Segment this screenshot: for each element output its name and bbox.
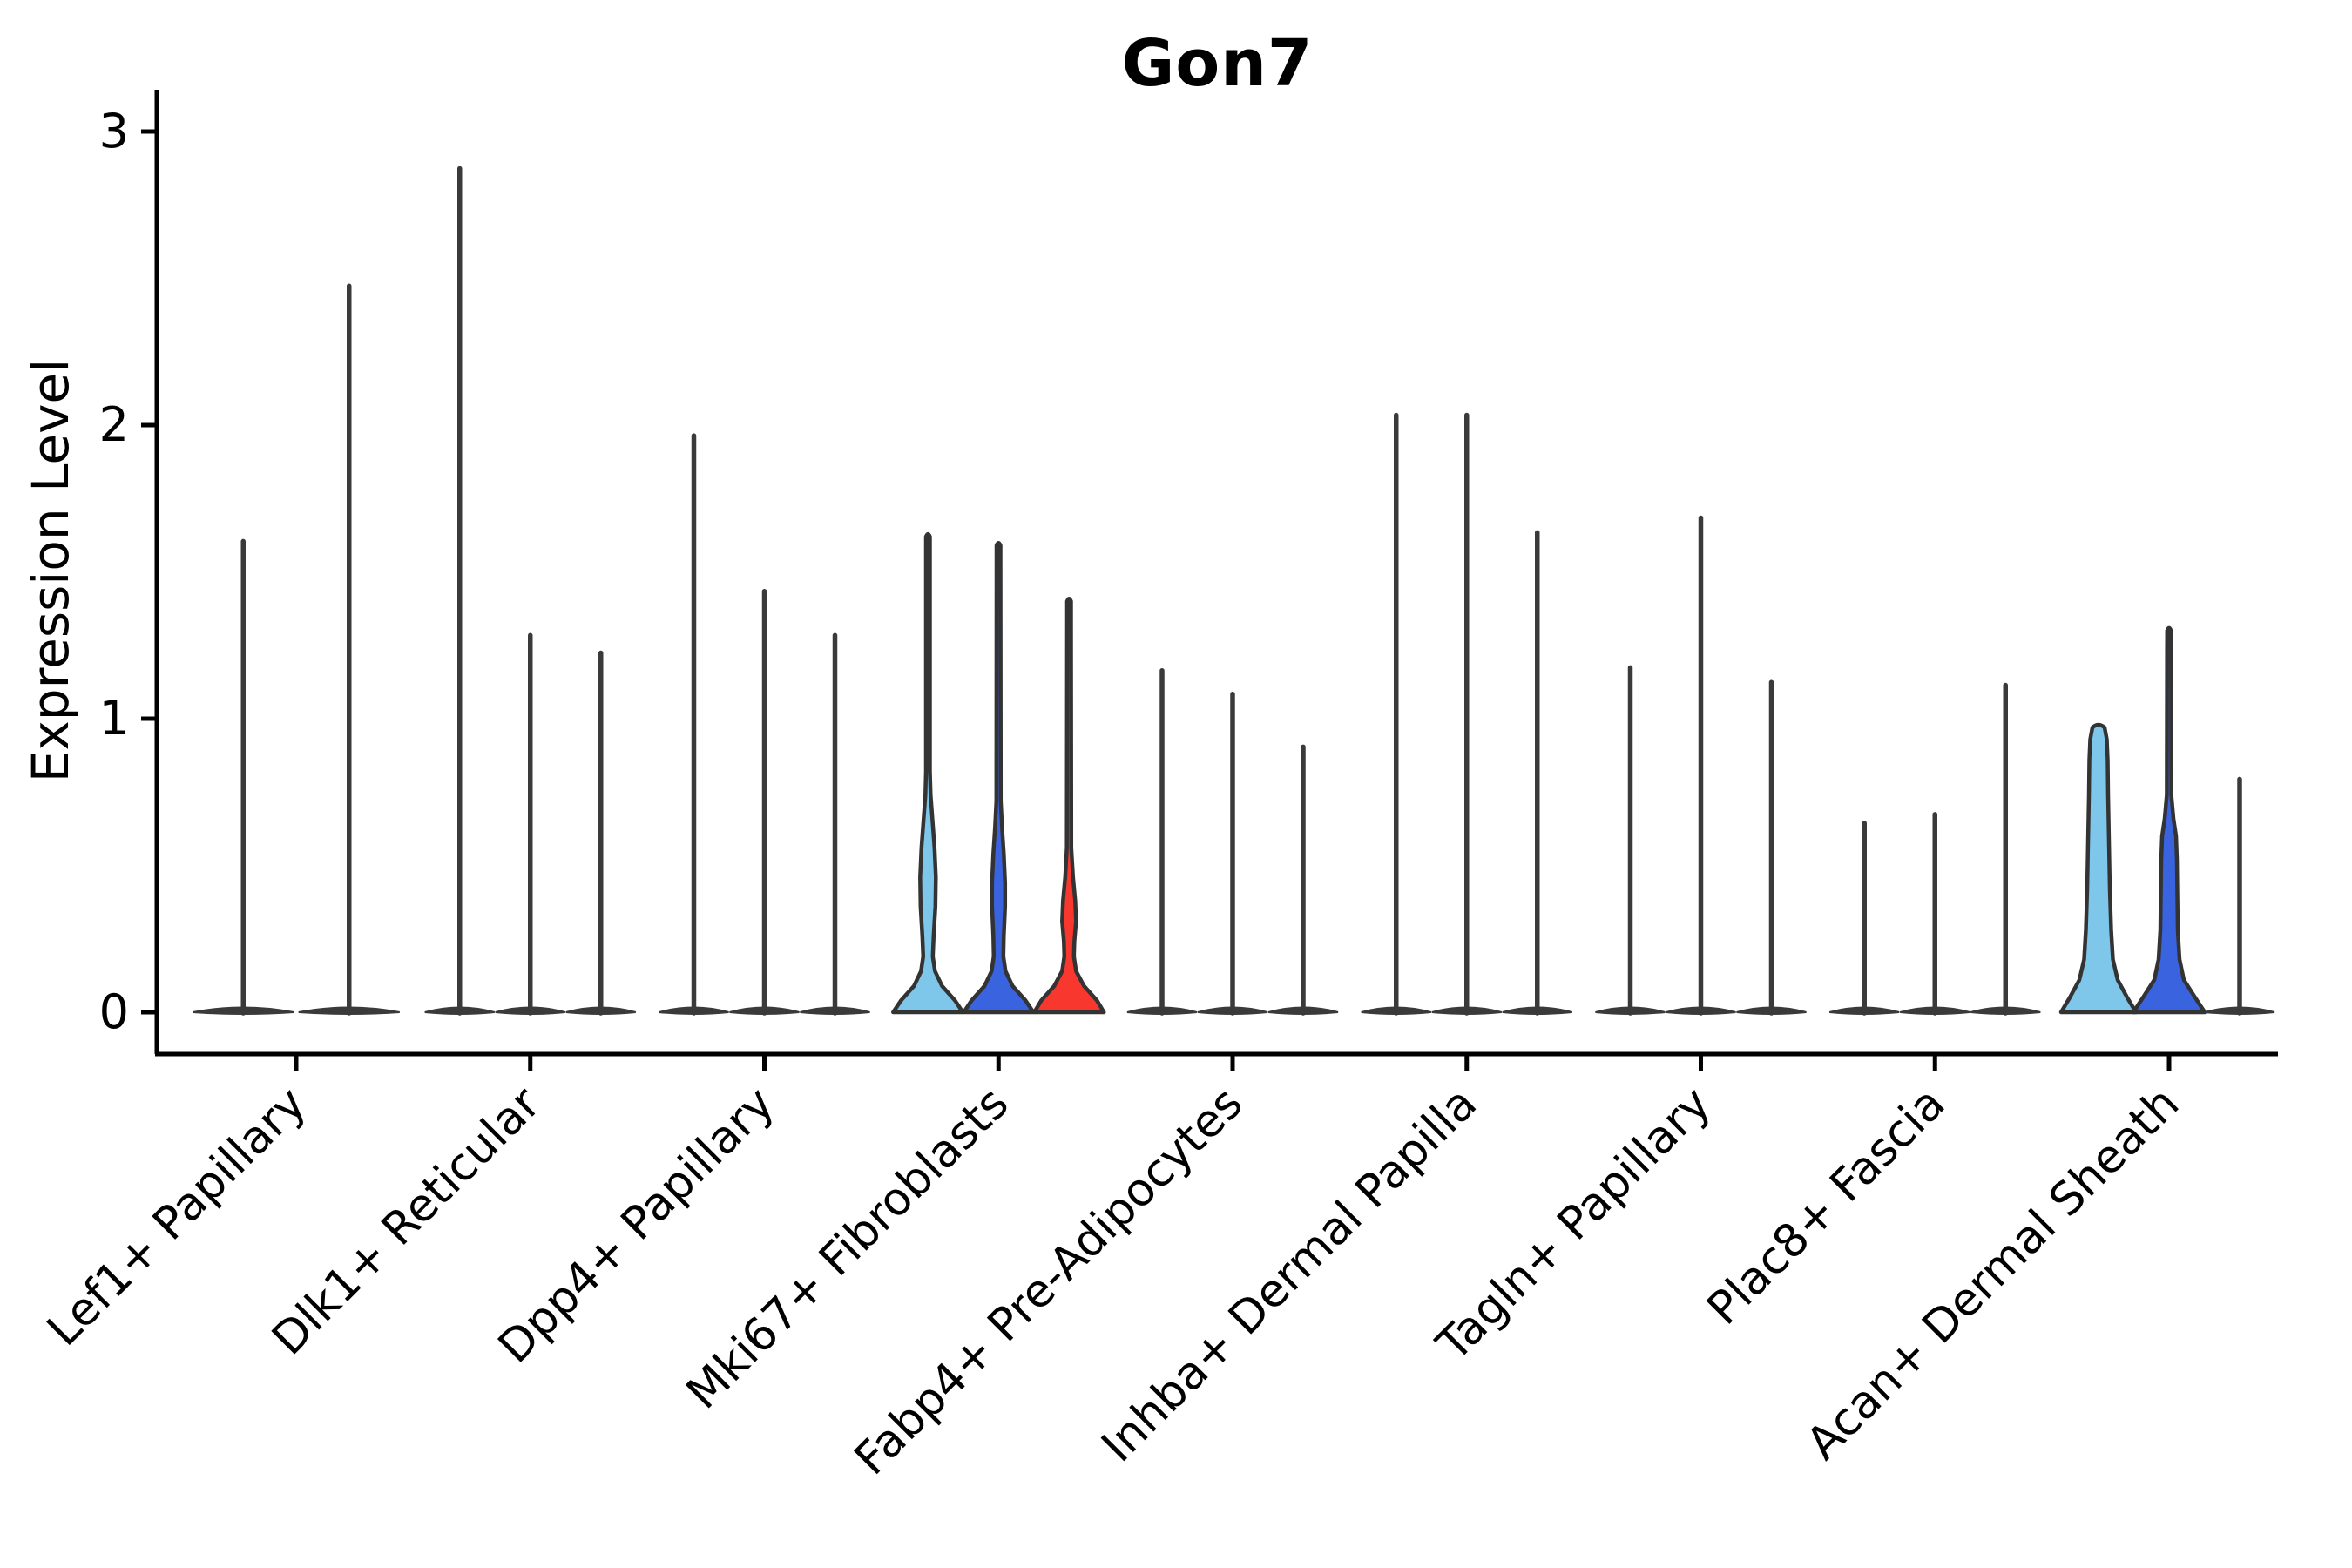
violin-mki67-fibroblasts-1 <box>891 531 965 1015</box>
violin-acan-dermal-sheath-1 <box>2058 722 2139 1015</box>
chart-title: Gon7 <box>1121 26 1314 101</box>
x-tick-label-inhba-dermal-papilla: Inhba+ Dermal Papilla <box>1092 1078 1486 1472</box>
y-tick-label-1: 1 <box>99 691 129 746</box>
x-tick-label-acan-dermal-sheath: Acan+ Dermal Sheath <box>1797 1078 2190 1470</box>
x-tick-label-plac8-fascia: Plac8+ Fascia <box>1698 1078 1956 1335</box>
violin-mki67-fibroblasts-3 <box>1032 596 1106 1015</box>
y-tick-label-3: 3 <box>99 104 129 159</box>
x-tick-label-lef1-papillary: Lef1+ Papillary <box>37 1078 316 1356</box>
violin-mki67-fibroblasts-2 <box>962 540 1036 1015</box>
y-tick-label-2: 2 <box>99 397 129 452</box>
y-tick-label-0: 0 <box>99 984 129 1039</box>
violin-acan-dermal-sheath-2 <box>2131 625 2207 1015</box>
x-tick-label-fabp4-pre-adipocytes: Fabp4+ Pre-Adipocytes <box>845 1078 1253 1485</box>
